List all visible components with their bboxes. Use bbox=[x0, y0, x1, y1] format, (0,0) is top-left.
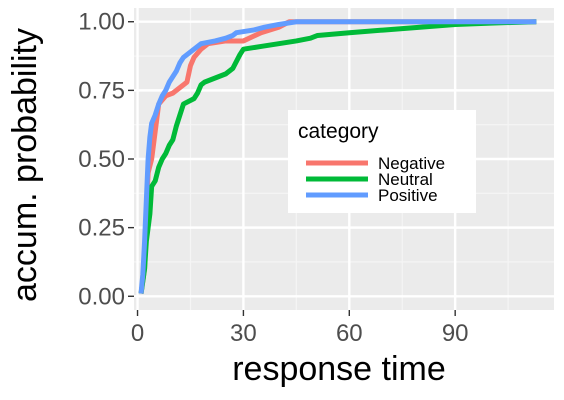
series-lines bbox=[138, 19, 537, 294]
series-line-neutral bbox=[138, 19, 537, 294]
legend-label-positive: Positive bbox=[378, 186, 438, 205]
x-tick-label: 60 bbox=[336, 320, 363, 347]
y-tick-label: 0.75 bbox=[78, 77, 125, 104]
y-tick-label: 1.00 bbox=[78, 9, 125, 36]
x-axis-ticks: 0 30 60 90 bbox=[131, 310, 469, 347]
x-tick-label: 0 bbox=[131, 320, 144, 347]
legend-label-negative: Negative bbox=[378, 154, 445, 173]
series-line-positive bbox=[138, 19, 537, 294]
y-tick-label: 0.50 bbox=[78, 146, 125, 173]
y-axis-title: accum. probability bbox=[6, 28, 44, 302]
x-tick-label: 30 bbox=[230, 320, 257, 347]
y-tick-label: 0.00 bbox=[78, 283, 125, 310]
legend-title: category bbox=[298, 120, 379, 143]
x-axis-title: response time bbox=[232, 350, 446, 388]
legend-label-neutral: Neutral bbox=[378, 170, 433, 189]
y-axis-ticks: 0.00 0.25 0.50 0.75 1.00 bbox=[78, 9, 134, 310]
y-tick-label: 0.25 bbox=[78, 215, 125, 242]
x-tick-label: 90 bbox=[442, 320, 469, 347]
